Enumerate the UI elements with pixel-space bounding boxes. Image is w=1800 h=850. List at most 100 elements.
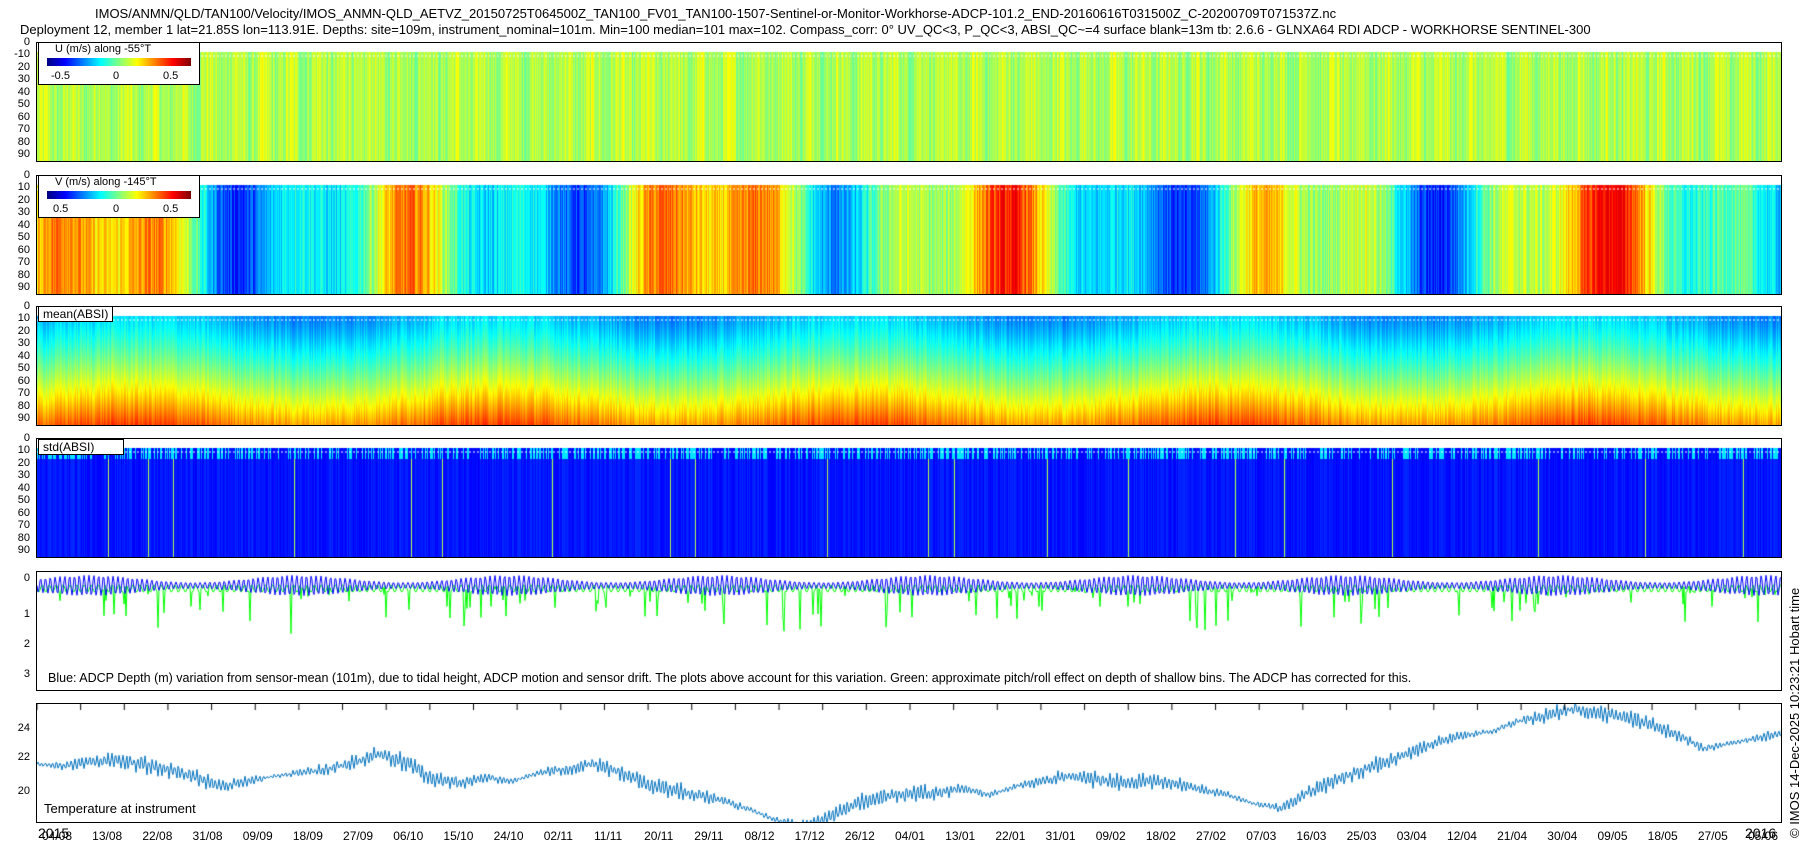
x-tick-label: 02/11 xyxy=(543,829,573,843)
v-colorbar-gradient xyxy=(47,191,191,199)
v-velocity-panel xyxy=(36,175,1782,295)
y-tick-label: 70 xyxy=(17,123,30,136)
temperature-label: Temperature at instrument xyxy=(44,801,196,816)
v-colorbar: V (m/s) along -145°T 0.5 0 0.5 xyxy=(38,175,200,218)
y-tick-label: 90 xyxy=(17,148,30,160)
x-tick-label: 18/02 xyxy=(1145,829,1176,843)
y-tick-label: 20 xyxy=(17,456,30,469)
y-tick-label: 60 xyxy=(17,243,30,256)
x-tick-label: 18/09 xyxy=(292,829,323,843)
depth-variation-annotation: Blue: ADCP Depth (m) variation from sens… xyxy=(48,671,1412,685)
y-tick-label: 70 xyxy=(17,387,30,400)
y-tick-label: 0 xyxy=(23,36,30,48)
y-tick-label: 2 xyxy=(23,638,30,650)
temperature-line xyxy=(37,704,1781,822)
y-tick-label: -10 xyxy=(14,48,30,61)
y-tick-label: 24 xyxy=(17,722,30,735)
y-tick-label: 30 xyxy=(17,469,30,482)
y-tick-label: 0 xyxy=(23,572,30,584)
x-tick-label: 13/01 xyxy=(945,829,976,843)
std-absi-heatmap xyxy=(37,439,1781,557)
y-tick-label: 70 xyxy=(17,519,30,532)
x-tick-label: 06/10 xyxy=(393,829,424,843)
x-tick-label: 21/04 xyxy=(1497,829,1528,843)
x-tick-label: 20/11 xyxy=(644,829,674,843)
start-year-label: 2015 xyxy=(38,825,70,841)
v-colorbar-tick: 0.5 xyxy=(163,203,179,215)
x-tick-label: 26/12 xyxy=(844,829,875,843)
x-tick-label: 13/08 xyxy=(92,829,123,843)
y-tick-label: 0 xyxy=(23,432,30,444)
x-tick-label: 03/04 xyxy=(1396,829,1427,843)
y-tick-label: 30 xyxy=(17,73,30,86)
file-path-title: IMOS/ANMN/QLD/TAN100/Velocity/IMOS_ANMN-… xyxy=(95,6,1337,21)
y-tick-label: 20 xyxy=(17,784,30,797)
v-velocity-heatmap xyxy=(37,176,1781,294)
x-tick-label: 31/08 xyxy=(192,829,223,843)
y-tick-label: 90 xyxy=(17,281,30,293)
mean-absi-label: mean(ABSI) xyxy=(38,306,114,322)
x-tick-label: 05/06 xyxy=(1748,829,1779,843)
y-tick-label: 60 xyxy=(17,374,30,387)
std-absi-label: std(ABSI) xyxy=(38,439,124,455)
v-colorbar-title: V (m/s) along -145°T xyxy=(55,176,157,188)
x-tick-label: 09/02 xyxy=(1095,829,1126,843)
x-tick-label: 22/01 xyxy=(995,829,1026,843)
y-tick-label: 20 xyxy=(17,193,30,206)
y-tick-label: 80 xyxy=(17,135,30,148)
u-colorbar: U (m/s) along -55°T -0.5 0 0.5 xyxy=(38,42,200,85)
u-colorbar-tick: -0.5 xyxy=(51,70,70,82)
y-tick-label: 60 xyxy=(17,110,30,123)
y-tick-label: 60 xyxy=(17,506,30,519)
y-tick-label: 50 xyxy=(17,231,30,244)
y-tick-label: 70 xyxy=(17,256,30,269)
timestamp-stamp: © IMOS 14-Dec-2025 10:23:21 Hobart time xyxy=(1787,587,1800,838)
y-tick-label: 10 xyxy=(17,312,30,325)
x-tick-label: 09/05 xyxy=(1597,829,1628,843)
depth-variation-lines xyxy=(37,572,1781,690)
x-tick-label: 04/08 xyxy=(42,829,73,843)
y-tick-label: 30 xyxy=(17,206,30,219)
x-tick-label: 08/12 xyxy=(744,829,775,843)
y-tick-label: 40 xyxy=(17,481,30,494)
y-tick-label: 90 xyxy=(17,412,30,424)
x-tick-label: 18/05 xyxy=(1647,829,1678,843)
x-tick-label: 16/03 xyxy=(1296,829,1327,843)
v-colorbar-tick: 0 xyxy=(113,203,120,215)
end-year-label: 2016 xyxy=(1745,825,1777,841)
mean-absi-heatmap xyxy=(37,307,1781,425)
x-tick-label: 30/04 xyxy=(1547,829,1578,843)
x-tick-label: 27/02 xyxy=(1196,829,1227,843)
y-tick-label: 0 xyxy=(23,169,30,181)
x-tick-label: 27/09 xyxy=(343,829,374,843)
y-tick-label: 80 xyxy=(17,531,30,544)
y-tick-label: 3 xyxy=(23,668,30,680)
y-tick-label: 10 xyxy=(17,181,30,194)
u-colorbar-tick: 0.5 xyxy=(163,70,179,82)
y-tick-label: 40 xyxy=(17,349,30,362)
x-tick-label: 07/03 xyxy=(1246,829,1277,843)
y-tick-label: 80 xyxy=(17,268,30,281)
u-colorbar-tick: 0 xyxy=(113,70,120,82)
y-tick-label: 50 xyxy=(17,494,30,507)
y-tick-label: 22 xyxy=(17,751,30,764)
x-tick-label: 12/04 xyxy=(1446,829,1477,843)
y-tick-label: 30 xyxy=(17,337,30,350)
u-velocity-heatmap xyxy=(37,43,1781,161)
x-tick-label: 11/11 xyxy=(593,829,623,843)
x-tick-label: 24/10 xyxy=(493,829,524,843)
x-tick-label: 27/05 xyxy=(1697,829,1728,843)
deployment-subtitle: Deployment 12, member 1 lat=21.85S lon=1… xyxy=(20,22,1591,37)
y-tick-label: 20 xyxy=(17,60,30,73)
y-tick-label: 80 xyxy=(17,399,30,412)
y-tick-label: 10 xyxy=(17,444,30,457)
x-tick-label: 22/08 xyxy=(142,829,173,843)
y-tick-label: 40 xyxy=(17,85,30,98)
y-tick-label: 1 xyxy=(23,608,30,620)
y-tick-label: 50 xyxy=(17,98,30,111)
x-tick-label: 25/03 xyxy=(1346,829,1377,843)
y-tick-label: 90 xyxy=(17,544,30,556)
x-tick-label: 09/09 xyxy=(242,829,273,843)
v-colorbar-tick: 0.5 xyxy=(53,203,69,215)
x-tick-label: 15/10 xyxy=(443,829,474,843)
